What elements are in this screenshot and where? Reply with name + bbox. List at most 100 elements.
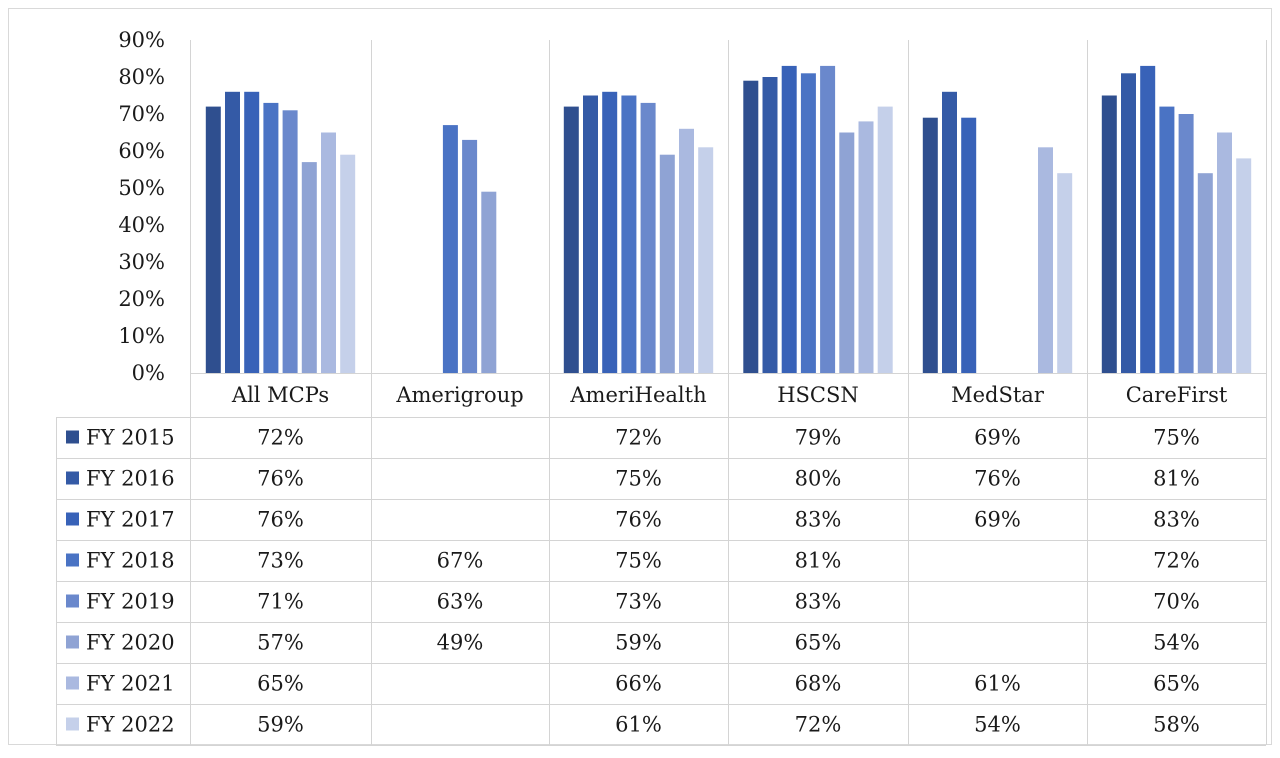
category-dividers bbox=[56, 40, 1267, 746]
x-category-label: HSCSN bbox=[777, 383, 859, 407]
data-table-cell: 71% bbox=[257, 590, 304, 614]
bar-fy-2018-amerigroup bbox=[442, 125, 458, 373]
legend-swatch bbox=[66, 676, 79, 690]
y-tick-label: 80% bbox=[118, 65, 165, 89]
legend-series-label: FY 2019 bbox=[86, 590, 175, 614]
legend-series-label: FY 2016 bbox=[86, 467, 175, 491]
legend-series-label: FY 2018 bbox=[86, 549, 175, 573]
bar-fy-2017-hscsn bbox=[781, 65, 797, 374]
data-table-cell: 72% bbox=[615, 426, 662, 450]
data-table-cell: 83% bbox=[1153, 508, 1200, 532]
data-table-cell: 54% bbox=[1153, 631, 1200, 655]
data-table-cell: 81% bbox=[1153, 467, 1200, 491]
bar-fy-2017-all-mcps bbox=[244, 91, 260, 374]
bar-fy-2020-hscsn bbox=[839, 132, 855, 373]
y-tick-label: 90% bbox=[118, 28, 165, 52]
data-table-cell: 65% bbox=[1153, 672, 1200, 696]
x-category-label: All MCPs bbox=[231, 383, 329, 407]
data-table-cell: 76% bbox=[615, 508, 662, 532]
data-table-cell: 66% bbox=[615, 672, 662, 696]
data-table-cell: 59% bbox=[257, 713, 304, 737]
bar-fy-2020-amerihealth bbox=[659, 154, 675, 373]
x-category-label: AmeriHealth bbox=[569, 383, 706, 407]
bar-fy-2021-all-mcps bbox=[321, 132, 336, 373]
data-table: All MCPs Amerigroup AmeriHealth HSCSN MedSta… bbox=[66, 383, 1228, 737]
bar-fy-2016-all-mcps bbox=[225, 91, 240, 374]
data-table-cell: 75% bbox=[1153, 426, 1200, 450]
data-table-cell: 57% bbox=[257, 631, 304, 655]
bar-fy-2015-hscsn bbox=[743, 80, 759, 373]
data-table-cell: 72% bbox=[257, 426, 304, 450]
legend-swatch bbox=[66, 717, 79, 731]
bar-fy-2020-amerigroup bbox=[481, 191, 497, 373]
bar-fy-2016-carefirst bbox=[1121, 73, 1136, 374]
bar-fy-2019-all-mcps bbox=[282, 110, 298, 374]
y-tick-label: 10% bbox=[118, 324, 165, 348]
data-table-cell: 61% bbox=[615, 713, 662, 737]
legend-swatch bbox=[66, 553, 79, 567]
bar-fy-2022-all-mcps bbox=[340, 154, 356, 373]
data-table-cell: 69% bbox=[974, 508, 1021, 532]
legend-series-label: FY 2022 bbox=[86, 713, 175, 737]
legend-series-label: FY 2020 bbox=[86, 631, 175, 655]
legend-swatch bbox=[66, 512, 79, 526]
x-category-label: CareFirst bbox=[1126, 383, 1228, 407]
data-table-cell: 65% bbox=[795, 631, 842, 655]
y-axis: 0% 10% 20% 30% 40% 50% 60% 70% 80% 90% bbox=[118, 28, 165, 385]
data-table-cell: 49% bbox=[437, 631, 484, 655]
bar-fy-2015-medstar bbox=[922, 117, 938, 373]
outer-frame bbox=[8, 8, 1272, 745]
data-table-cell: 83% bbox=[795, 508, 842, 532]
y-tick-label: 60% bbox=[118, 139, 165, 163]
bar-fy-2018-hscsn bbox=[800, 73, 816, 374]
bar-fy-2022-amerihealth bbox=[698, 147, 714, 373]
y-tick-label: 70% bbox=[118, 102, 165, 126]
bar-fy-2015-all-mcps bbox=[205, 106, 221, 373]
data-table-cell: 73% bbox=[615, 590, 662, 614]
data-table-cell: 76% bbox=[257, 467, 304, 491]
bar-fy-2018-carefirst bbox=[1159, 106, 1175, 373]
bar-fy-2021-amerihealth bbox=[679, 128, 694, 373]
data-table-cell: 58% bbox=[1153, 713, 1200, 737]
bar-fy-2021-carefirst bbox=[1217, 132, 1232, 373]
bar-fy-2019-hscsn bbox=[820, 65, 836, 374]
legend-series-label: FY 2015 bbox=[86, 426, 175, 450]
data-table-cell: 69% bbox=[974, 426, 1021, 450]
data-table-cell: 80% bbox=[795, 467, 842, 491]
bar-fy-2019-carefirst bbox=[1178, 114, 1194, 373]
x-category-label: MedStar bbox=[951, 383, 1045, 407]
data-table-cell: 76% bbox=[257, 508, 304, 532]
data-table-cell: 59% bbox=[615, 631, 662, 655]
bar-fy-2017-medstar bbox=[961, 117, 977, 373]
bar-fy-2019-amerihealth bbox=[640, 102, 656, 374]
data-table-cell: 65% bbox=[257, 672, 304, 696]
bar-fy-2019-amerigroup bbox=[462, 139, 478, 373]
legend-series-label: FY 2017 bbox=[86, 508, 175, 532]
data-table-cell: 70% bbox=[1153, 590, 1200, 614]
bars bbox=[205, 65, 1252, 374]
data-table-cell: 73% bbox=[257, 549, 304, 573]
legend-swatch bbox=[66, 471, 79, 485]
y-tick-label: 50% bbox=[118, 176, 165, 200]
data-table-cell: 79% bbox=[795, 426, 842, 450]
bar-fy-2016-amerihealth bbox=[583, 95, 598, 373]
data-table-cell: 67% bbox=[437, 549, 484, 573]
data-table-cell: 54% bbox=[974, 713, 1021, 737]
bar-fy-2022-carefirst bbox=[1236, 158, 1252, 373]
data-table-cell: 61% bbox=[974, 672, 1021, 696]
bar-fy-2020-all-mcps bbox=[301, 162, 317, 373]
bar-fy-2015-amerihealth bbox=[563, 106, 579, 373]
data-table-cell: 81% bbox=[795, 549, 842, 573]
data-table-cell: 63% bbox=[437, 590, 484, 614]
y-tick-label: 30% bbox=[118, 250, 165, 274]
data-table-cell: 72% bbox=[1153, 549, 1200, 573]
y-tick-label: 20% bbox=[118, 287, 165, 311]
bar-fy-2016-medstar bbox=[942, 91, 957, 374]
bar-fy-2021-hscsn bbox=[858, 121, 874, 374]
legend-swatch bbox=[66, 430, 79, 444]
data-table-cell: 72% bbox=[795, 713, 842, 737]
bar-fy-2020-carefirst bbox=[1197, 173, 1213, 373]
data-table-cell: 75% bbox=[615, 467, 662, 491]
